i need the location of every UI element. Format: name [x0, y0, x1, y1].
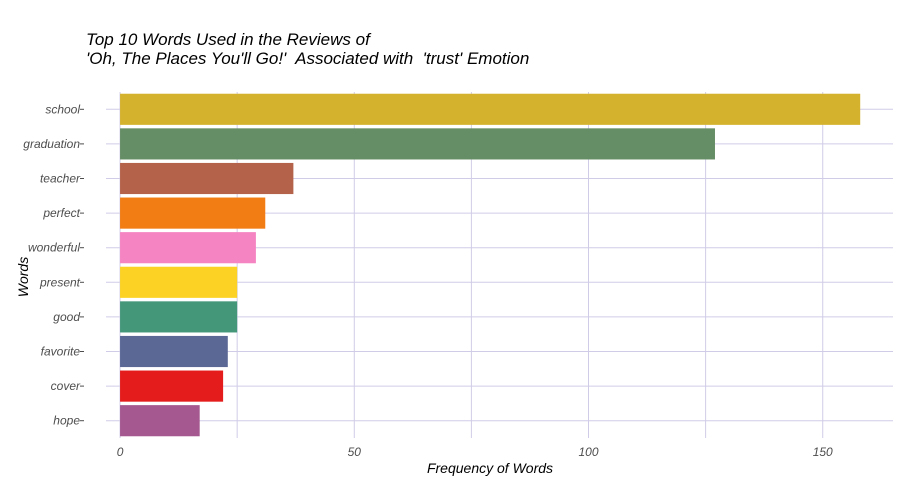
bar-favorite	[120, 335, 228, 368]
bar-cover	[120, 370, 224, 402]
bar-graduation	[120, 128, 715, 160]
y-tick-label-teacher: teacher	[40, 172, 81, 186]
y-tick-label-cover: cover	[51, 379, 81, 393]
x-tick-label: 0	[117, 445, 124, 459]
x-tick-label: 150	[813, 445, 833, 459]
bar-teacher	[120, 162, 294, 195]
y-tick-label-present: present	[39, 275, 81, 289]
y-tick-label-hope: hope	[53, 414, 80, 428]
bar-school	[120, 93, 861, 125]
chart-title-line-1: Top 10 Words Used in the Reviews of	[86, 30, 370, 49]
x-axis-label: Frequency of Words	[426, 460, 554, 476]
y-axis-label: Words	[15, 256, 32, 298]
bar-hope	[120, 405, 200, 437]
x-tick-label: 100	[578, 445, 598, 459]
y-tick-label-good: good	[53, 310, 80, 324]
chart-title-line-2: 'Oh, The Places You'll Go!' Associated w…	[86, 49, 530, 68]
y-tick-label-favorite: favorite	[41, 345, 81, 359]
bar-present	[120, 266, 238, 298]
y-tick-label-school: school	[45, 102, 80, 116]
y-tick-label-graduation: graduation	[23, 137, 80, 151]
chart-title: Top 10 Words Used in the Reviews of 'Oh,…	[86, 30, 529, 68]
y-tick-label-perfect: perfect	[42, 206, 80, 220]
bar-good	[120, 301, 238, 333]
y-tick-label-wonderful: wonderful	[28, 241, 80, 255]
x-tick-label: 50	[348, 445, 362, 459]
bar-perfect	[120, 197, 266, 229]
bar-wonderful	[120, 232, 256, 264]
